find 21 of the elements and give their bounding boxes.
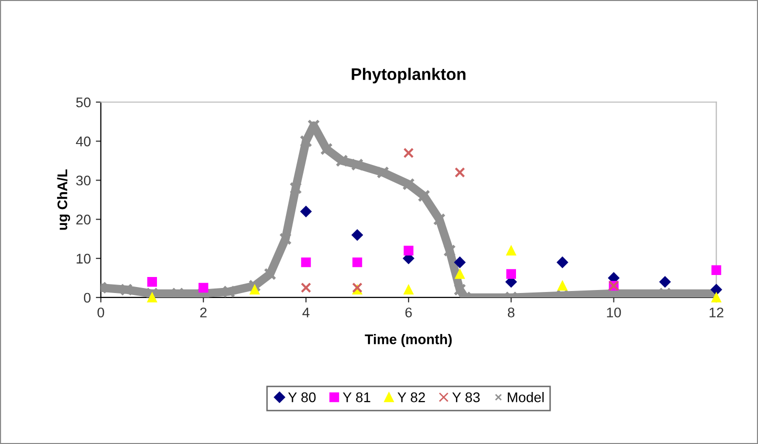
y-tick-label: 0 (84, 292, 91, 303)
y-tick-label: 50 (76, 97, 91, 108)
legend-label: Model (508, 392, 544, 402)
y-tick-label: 20 (76, 214, 91, 225)
x-tick-label: 4 (302, 308, 310, 318)
x-tick-label: 10 (607, 308, 621, 318)
x-tick-label: 12 (710, 308, 724, 318)
x-axis-title: Time (month) (364, 334, 452, 347)
y-tick-label: 30 (76, 176, 91, 186)
legend-label: Y 83 (452, 392, 480, 402)
x-tick-label: 8 (508, 308, 514, 318)
x-tick-label: 2 (200, 308, 207, 318)
x-tick-label: 0 (97, 308, 104, 318)
legend-label: Y 81 (342, 392, 370, 402)
y-tick-label: 40 (76, 136, 91, 146)
legend-label: Y 82 (398, 392, 425, 402)
y-axis-title: ug ChA/L (57, 169, 70, 230)
legend-label: Y 80 (288, 392, 316, 402)
x-tick-label: 6 (405, 308, 412, 318)
chart-title: Phytoplankton (352, 68, 466, 84)
y-tick-label: 10 (76, 254, 91, 264)
